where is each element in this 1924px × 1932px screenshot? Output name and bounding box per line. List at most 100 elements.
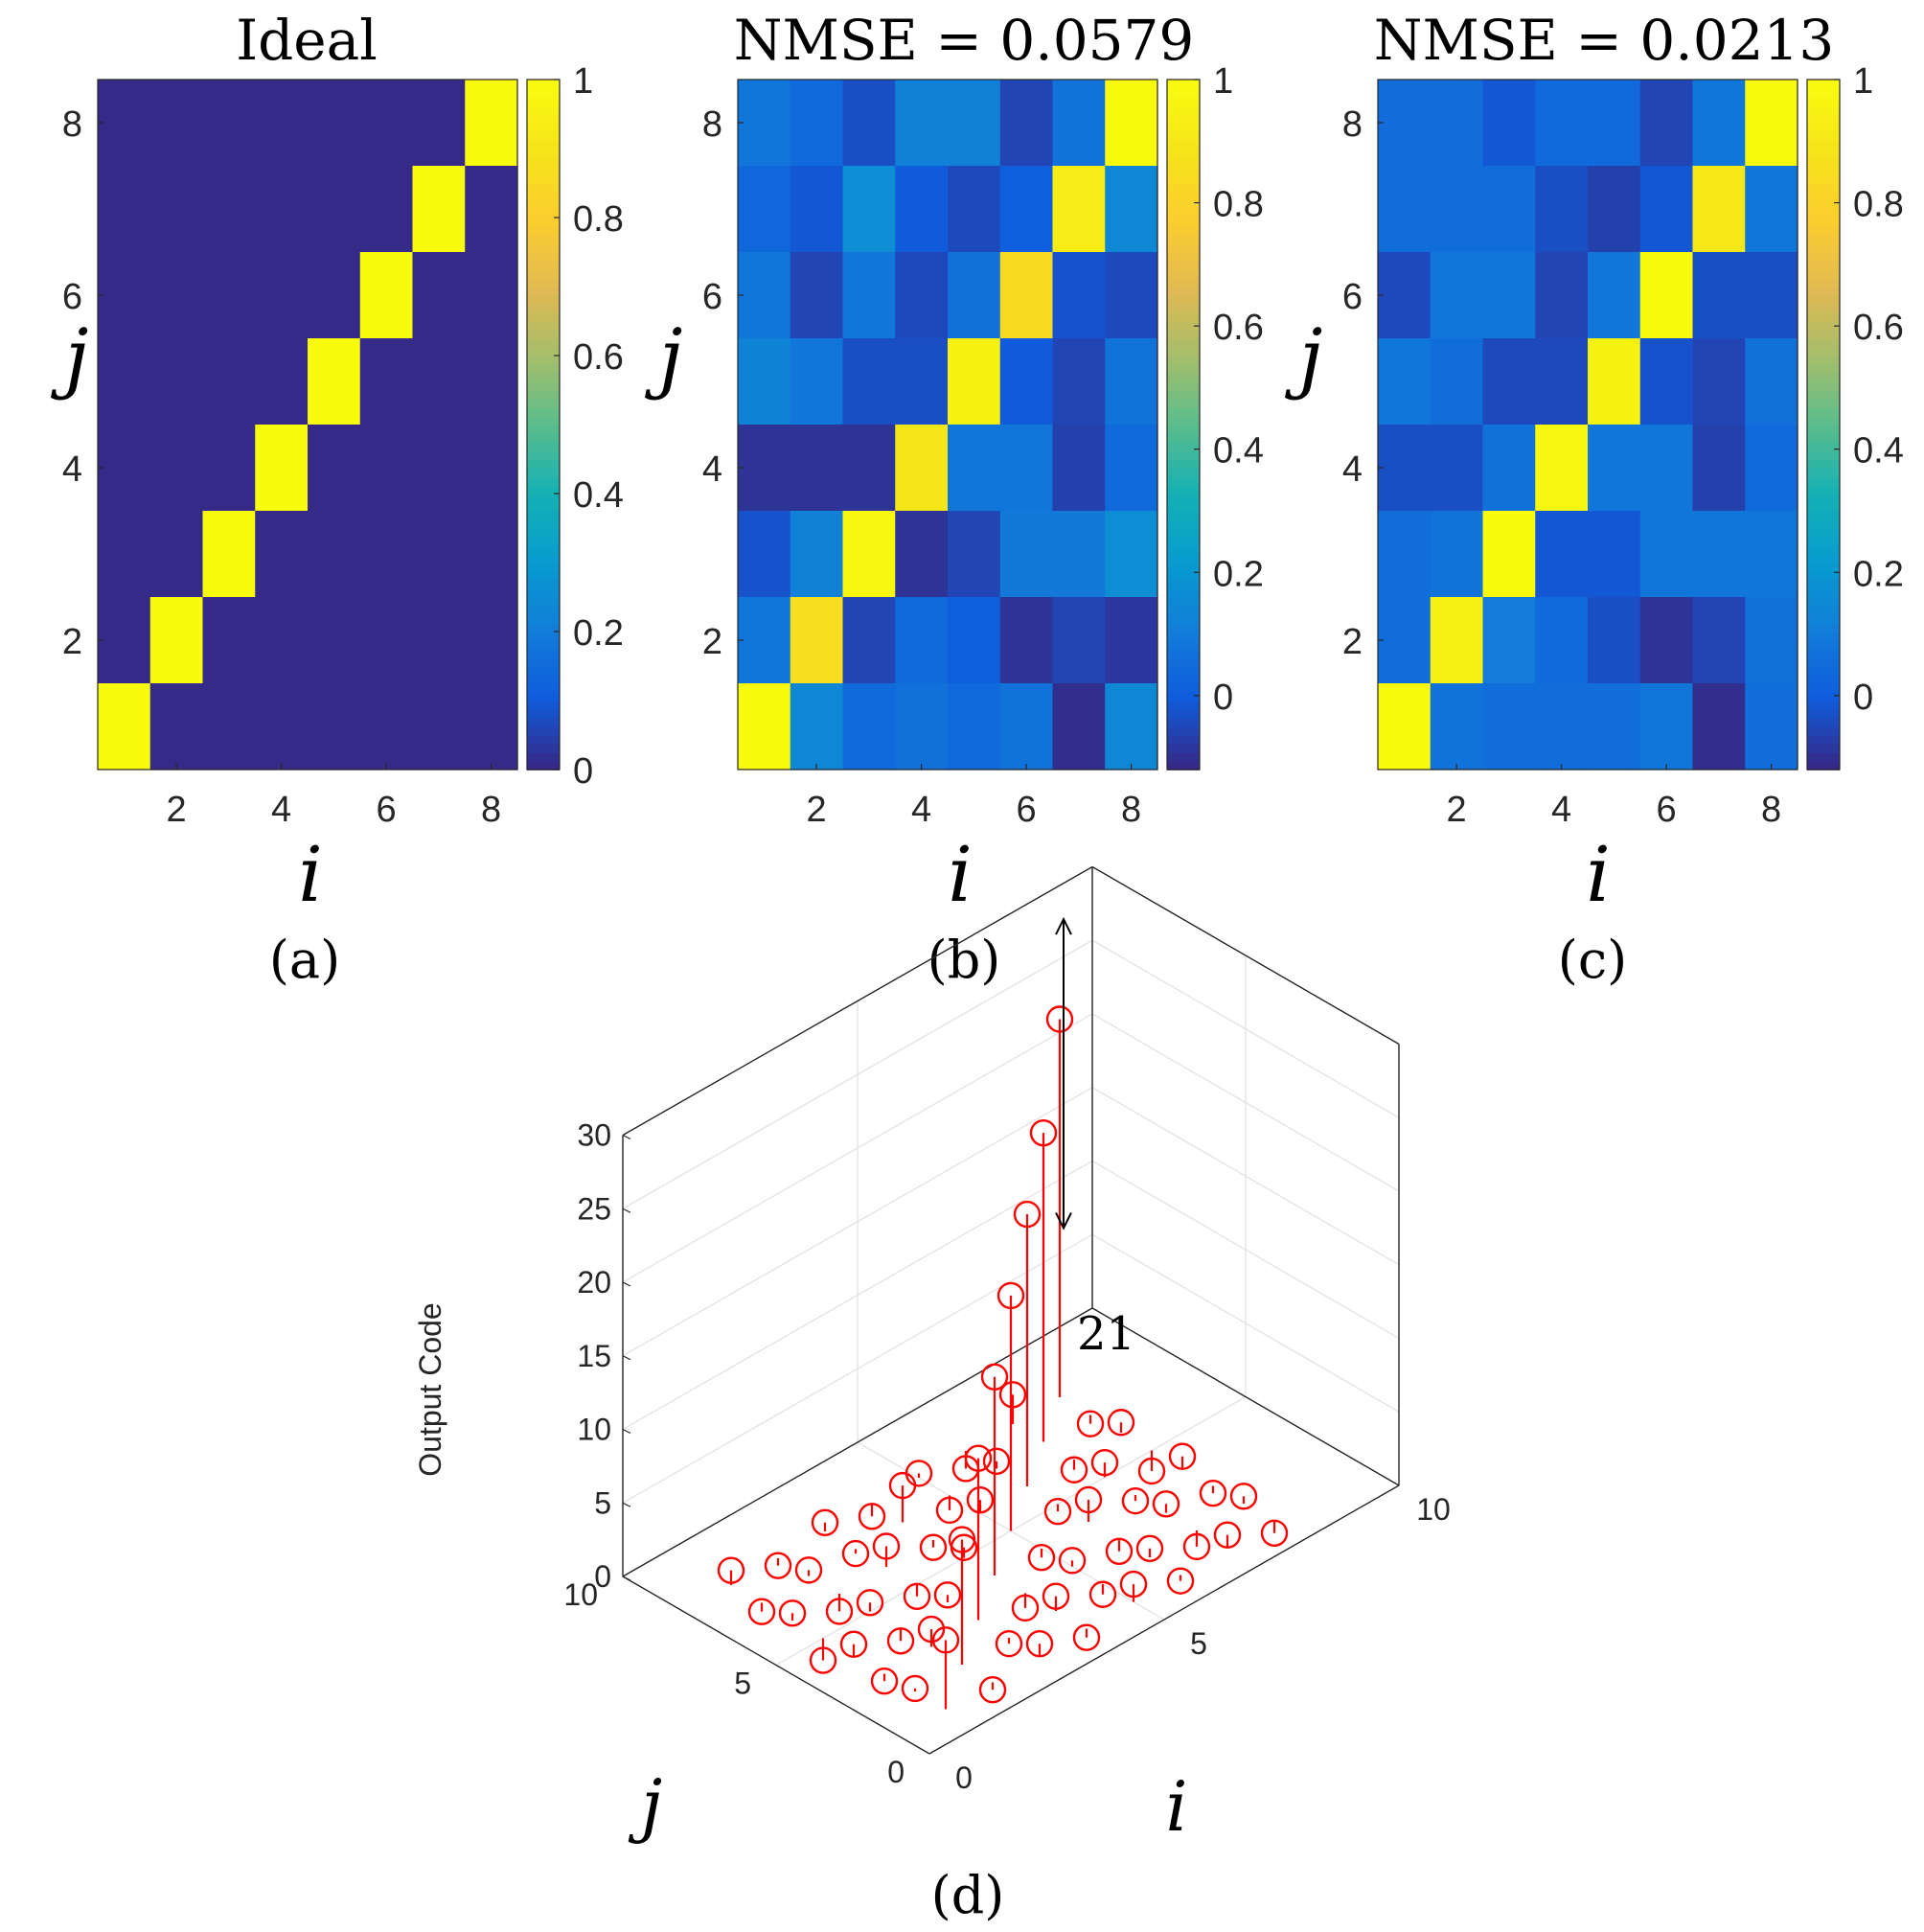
heatmap-cell-j1-i5 (308, 683, 361, 770)
y-tick-label-8: 8 (702, 104, 722, 145)
heatmap-cell-j4-i5 (1588, 425, 1641, 512)
heatmap-cell-j2-i3 (1482, 597, 1536, 684)
z-tick-mark (622, 1134, 631, 1140)
colorbar-segment (1807, 261, 1840, 270)
stem-marker-i3-j8 (811, 1508, 839, 1536)
colorbar-segment (1167, 105, 1200, 115)
heatmap-cell-j5-i2 (790, 338, 844, 426)
colorbar-tick-0.4: 0.4 (1853, 431, 1904, 472)
colorbar-tick-1: 1 (573, 61, 593, 102)
colorbar-segment (1167, 632, 1200, 641)
heatmap-cell-j6-i8 (465, 252, 518, 339)
colorbar-segment (1807, 123, 1840, 132)
colorbar-segment (527, 606, 560, 615)
x-tick-label-2: 2 (167, 790, 187, 830)
colorbar-segment (1807, 735, 1840, 745)
heatmap-cell-j2-i8 (1745, 597, 1798, 684)
colorbar-segment (527, 390, 560, 400)
heatmap-cell-j8-i2 (1430, 80, 1484, 167)
colorbar-segment (1167, 640, 1200, 650)
heatmap-cell-j1-i3 (1482, 683, 1536, 770)
colorbar-segment (1807, 235, 1840, 244)
stem-marker-i2-j8 (764, 1552, 792, 1579)
colorbar-segment (1167, 416, 1200, 426)
stem-marker-i8-j4 (1168, 1442, 1197, 1470)
heatmap-cell-j5-i5 (308, 338, 361, 426)
colorbar-segment (527, 321, 560, 331)
stem-marker-i3-j4 (933, 1581, 962, 1609)
heatmap-cell-j1-i5 (948, 683, 1001, 770)
colorbar-segment (1807, 726, 1840, 736)
heatmap-cell-j8-i5 (948, 80, 1001, 167)
heatmap-frame (97, 79, 518, 770)
colorbar-segment (1167, 606, 1200, 615)
stem-marker-i7-j4 (1121, 1486, 1150, 1515)
ylabel-a: j (51, 312, 89, 402)
heatmap-cell-j6-i2 (790, 252, 844, 339)
z-tick-label-25: 25 (577, 1191, 611, 1226)
colorbar-segment (527, 105, 560, 115)
colorbar-segment (1167, 571, 1200, 581)
stem-marker-i4-j3 (1011, 1594, 1040, 1622)
colorbar-segment (1807, 606, 1840, 615)
heatmap-cell-j3-i8 (1105, 511, 1158, 598)
colorbar-segment (1167, 545, 1200, 555)
colorbar-segment (1807, 571, 1840, 581)
colorbar-segment (1167, 623, 1200, 632)
colorbar-segment (1807, 287, 1840, 296)
y-tick-label-6: 6 (62, 277, 82, 317)
colorbar-tick-1: 1 (1213, 61, 1233, 102)
heatmap-cell-j2-i5 (308, 597, 361, 684)
heatmap-cell-j1-i2 (149, 683, 204, 770)
colorbar-segment (527, 381, 560, 391)
stem-marker-i7-j1 (1213, 1521, 1242, 1549)
heatmap-cell-j5-i6 (999, 338, 1054, 426)
colorbar-segment (1167, 243, 1200, 253)
heatmap-cell-j7-i1 (738, 166, 791, 253)
colorbar-segment (1167, 407, 1200, 417)
heatmap-cell-j7-i3 (1482, 166, 1536, 253)
heatmap-cell-j7-i8 (1105, 166, 1158, 253)
heatmap-cell-j7-i7 (1052, 166, 1106, 253)
colorbar-segment (1167, 114, 1200, 124)
stem-marker-i6-j1 (1166, 1567, 1195, 1595)
y-tick-label-2: 2 (1342, 622, 1363, 662)
colorbar-segment (527, 149, 560, 158)
heatmap-ideal: 2 4 6 8 2 4 6 8 0 0.2 0.4 0.6 0.8 1 (62, 61, 624, 830)
z-tick-label-15: 15 (577, 1339, 611, 1373)
heatmap-cell-j8-i8 (1105, 80, 1158, 167)
heatmap-cell-j7-i7 (412, 166, 466, 253)
colorbar-segment (527, 450, 560, 460)
stem-marker-i1-j7 (747, 1598, 776, 1625)
stem-marker-i5-j6 (966, 1485, 995, 1514)
colorbar-tick-0.4: 0.4 (573, 475, 624, 516)
heatmap-cell-j8-i2 (790, 80, 844, 167)
colorbar-segment (1167, 338, 1200, 348)
colorbar-segment (1807, 657, 1840, 667)
heatmap-cell-j8-i7 (1052, 80, 1106, 167)
colorbar-segment (1167, 218, 1200, 227)
colorbar-segment (527, 675, 560, 684)
colorbar-segment (1167, 442, 1200, 451)
y-tick-label-8: 8 (1342, 104, 1363, 145)
colorbar-segment (1807, 347, 1840, 356)
heatmap-cell-j2-i8 (1105, 597, 1158, 684)
panel-label-c: (c) (1558, 930, 1627, 990)
heatmap-cell-j5-i4 (255, 338, 309, 426)
colorbar-segment (527, 131, 560, 141)
heatmap-cell-j7-i6 (359, 166, 414, 253)
colorbar-segment (1807, 226, 1840, 236)
colorbar-segment (1167, 364, 1200, 374)
annotation-21: 21 (1077, 1307, 1135, 1361)
colorbar-segment (1807, 632, 1840, 641)
colorbar-segment (1167, 183, 1200, 193)
panel-label-b: (b) (928, 930, 1001, 990)
colorbar-segment (527, 623, 560, 632)
heatmap-cell-j6-i4 (255, 252, 309, 339)
heatmap-cell-j1-i4 (255, 683, 309, 770)
stem-marker-i7-j5 (1090, 1448, 1119, 1477)
colorbar-segment (1807, 666, 1840, 676)
colorbar-segment (527, 140, 560, 150)
z-tick-label-10: 10 (577, 1413, 611, 1447)
heatmap-cell-j8-i6 (999, 80, 1054, 167)
